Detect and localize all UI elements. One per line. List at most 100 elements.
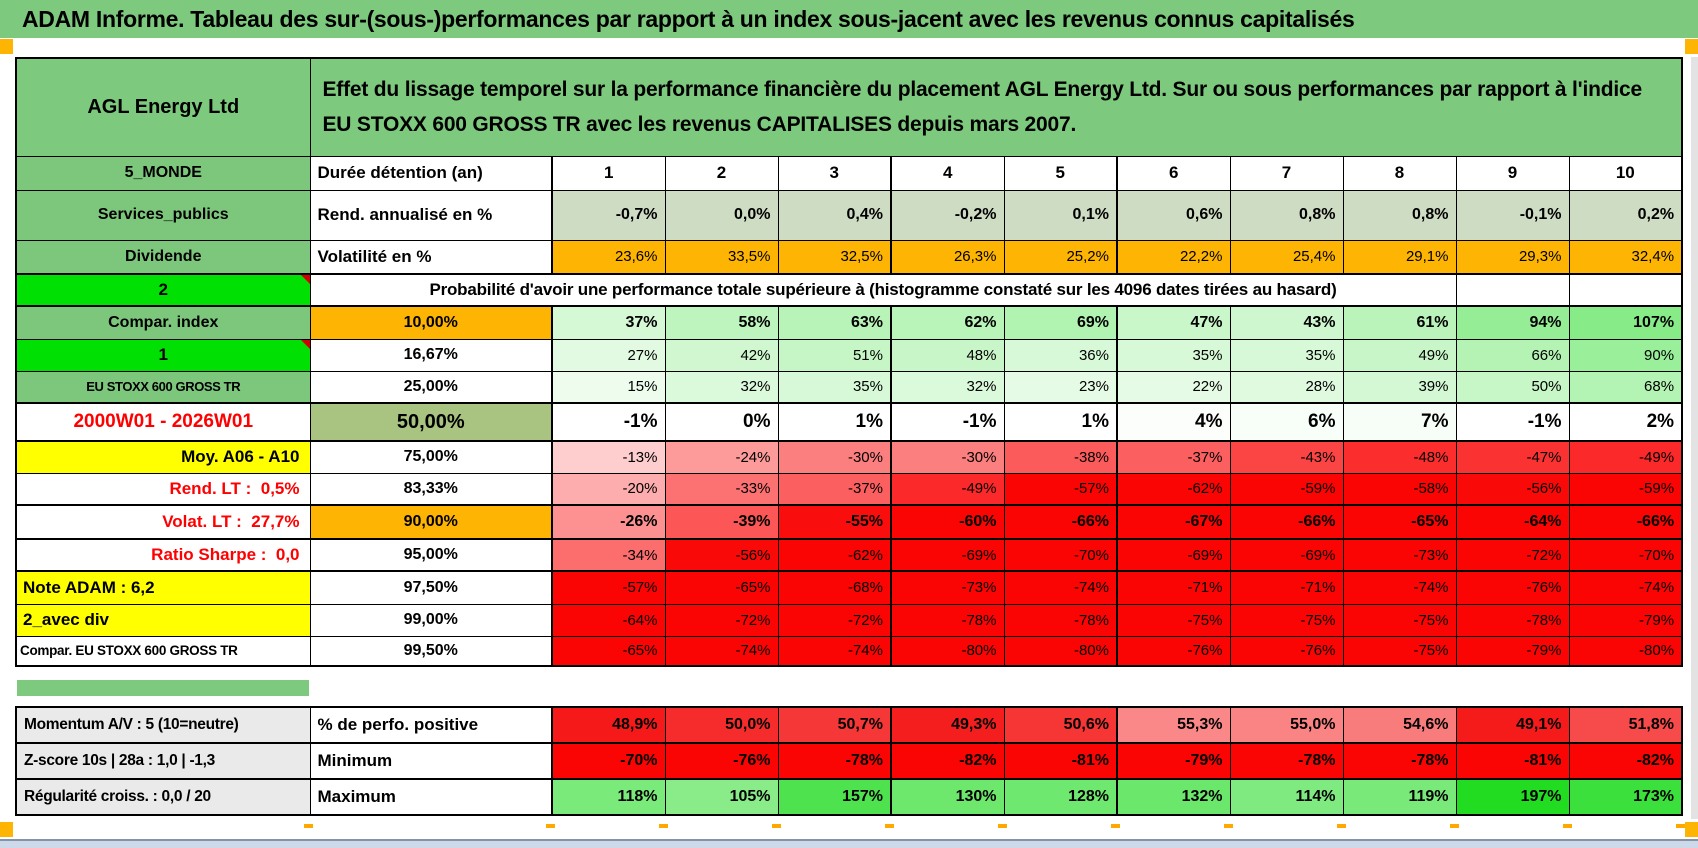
empty-cell[interactable] (1455, 273, 1570, 307)
cell-p995-y6[interactable]: -76% (1116, 635, 1231, 667)
cell-p83-y4[interactable]: -49% (890, 472, 1005, 506)
cell-p16-y2[interactable]: 42% (664, 338, 779, 372)
cell-p975-y5[interactable]: -74% (1003, 570, 1118, 605)
cell-rend-y6[interactable]: 0,6% (1116, 189, 1231, 241)
row-label-p995[interactable]: Compar. EU STOXX 600 GROSS TR (15, 635, 311, 667)
cell-max-y3[interactable]: 157% (777, 778, 892, 816)
row-header-p50[interactable]: 50,00% (309, 402, 553, 442)
cell-p75-y8[interactable]: -48% (1342, 440, 1457, 474)
cell-p25-y5[interactable]: 23% (1003, 370, 1118, 404)
cell-min-y1[interactable]: -70% (551, 742, 666, 780)
cell-p10-y10[interactable]: 107% (1568, 305, 1683, 340)
cell-p25-y10[interactable]: 68% (1568, 370, 1683, 404)
cell-p83-y8[interactable]: -58% (1342, 472, 1457, 506)
cell-min-y7[interactable]: -78% (1229, 742, 1344, 780)
cell-rend-y1[interactable]: -0,7% (551, 189, 666, 241)
cell-volat-y7[interactable]: 25,4% (1229, 239, 1344, 275)
cell-p25-y1[interactable]: 15% (551, 370, 666, 404)
cell-p75-y4[interactable]: -30% (890, 440, 1005, 474)
row-label-pos[interactable]: Momentum A/V : 5 (10=neutre) (15, 706, 311, 744)
cell-p50-y9[interactable]: -1% (1455, 402, 1570, 442)
cell-duree-y2[interactable]: 2 (664, 155, 779, 191)
cell-p95-y1[interactable]: -34% (551, 538, 666, 572)
cell-p95-y4[interactable]: -69% (890, 538, 1005, 572)
cell-p995-y1[interactable]: -65% (551, 635, 666, 667)
cell-p90-y6[interactable]: -67% (1116, 504, 1231, 540)
cell-p99-y5[interactable]: -78% (1003, 603, 1118, 637)
row-label-min[interactable]: Z-score 10s | 28a : 1,0 | -1,3 (15, 742, 311, 780)
cell-p90-y1[interactable]: -26% (551, 504, 666, 540)
cell-p25-y6[interactable]: 22% (1116, 370, 1231, 404)
cell-min-y9[interactable]: -81% (1455, 742, 1570, 780)
cell-rend-y10[interactable]: 0,2% (1568, 189, 1683, 241)
cell-min-y8[interactable]: -78% (1342, 742, 1457, 780)
cell-p995-y5[interactable]: -80% (1003, 635, 1118, 667)
row-label-p975[interactable]: Note ADAM : 6,2 (15, 570, 311, 605)
cell-p25-y3[interactable]: 35% (777, 370, 892, 404)
row-label-p10[interactable]: Compar. index (15, 305, 311, 340)
cell-volat-y1[interactable]: 23,6% (551, 239, 666, 275)
cell-p99-y9[interactable]: -78% (1455, 603, 1570, 637)
cell-pos-y3[interactable]: 50,7% (777, 706, 892, 744)
row-header-p95[interactable]: 95,00% (309, 538, 553, 572)
cell-p95-y5[interactable]: -70% (1003, 538, 1118, 572)
cell-p10-y1[interactable]: 37% (551, 305, 666, 340)
cell-p16-y4[interactable]: 48% (890, 338, 1005, 372)
cell-p50-y8[interactable]: 7% (1342, 402, 1457, 442)
cell-p16-y8[interactable]: 49% (1342, 338, 1457, 372)
cell-volat-y8[interactable]: 29,1% (1342, 239, 1457, 275)
cell-volat-y4[interactable]: 26,3% (890, 239, 1005, 275)
cell-p975-y2[interactable]: -65% (664, 570, 779, 605)
row-header-p995[interactable]: 99,50% (309, 635, 553, 667)
cell-p995-y3[interactable]: -74% (777, 635, 892, 667)
row-label-p25[interactable]: EU STOXX 600 GROSS TR (15, 370, 311, 404)
cell-p995-y4[interactable]: -80% (890, 635, 1005, 667)
cell-p95-y7[interactable]: -69% (1229, 538, 1344, 572)
row-header-duree[interactable]: Durée détention (an) (309, 155, 553, 191)
cell-p10-y3[interactable]: 63% (777, 305, 892, 340)
cell-max-y1[interactable]: 118% (551, 778, 666, 816)
cell-rend-y9[interactable]: -0,1% (1455, 189, 1570, 241)
cell-volat-y9[interactable]: 29,3% (1455, 239, 1570, 275)
cell-p975-y8[interactable]: -74% (1342, 570, 1457, 605)
cell-min-y6[interactable]: -79% (1116, 742, 1231, 780)
cell-p16-y7[interactable]: 35% (1229, 338, 1344, 372)
cell-p995-y8[interactable]: -75% (1342, 635, 1457, 667)
cell-rend-y5[interactable]: 0,1% (1003, 189, 1118, 241)
cell-p16-y10[interactable]: 90% (1568, 338, 1683, 372)
cell-pos-y7[interactable]: 55,0% (1229, 706, 1344, 744)
cell-p99-y3[interactable]: -72% (777, 603, 892, 637)
cell-volat-y10[interactable]: 32,4% (1568, 239, 1683, 275)
cell-p99-y2[interactable]: -72% (664, 603, 779, 637)
cell-p95-y8[interactable]: -73% (1342, 538, 1457, 572)
cell-p975-y1[interactable]: -57% (551, 570, 666, 605)
cell-duree-y5[interactable]: 5 (1003, 155, 1118, 191)
cell-p16-y1[interactable]: 27% (551, 338, 666, 372)
table-description-cell[interactable]: Effet du lissage temporel sur la perform… (309, 57, 1683, 157)
cell-p99-y4[interactable]: -78% (890, 603, 1005, 637)
cell-p25-y7[interactable]: 28% (1229, 370, 1344, 404)
row-header-pos[interactable]: % de perfo. positive (309, 706, 553, 744)
cell-p90-y9[interactable]: -64% (1455, 504, 1570, 540)
row-label-p99[interactable]: 2_avec div (15, 603, 311, 637)
cell-p975-y4[interactable]: -73% (890, 570, 1005, 605)
cell-duree-y3[interactable]: 3 (777, 155, 892, 191)
cell-p10-y4[interactable]: 62% (890, 305, 1005, 340)
row-label-p50[interactable]: 2000W01 - 2026W01 (15, 402, 311, 442)
cell-p10-y6[interactable]: 47% (1116, 305, 1231, 340)
cell-pos-y1[interactable]: 48,9% (551, 706, 666, 744)
cell-max-y5[interactable]: 128% (1003, 778, 1118, 816)
row-label-p83[interactable]: Rend. LT : 0,5% (15, 472, 311, 506)
cell-max-y10[interactable]: 173% (1568, 778, 1683, 816)
cell-pos-y6[interactable]: 55,3% (1116, 706, 1231, 744)
probability-note[interactable]: Probabilité d'avoir une performance tota… (309, 273, 1457, 307)
row-header-p75[interactable]: 75,00% (309, 440, 553, 474)
cell-p83-y6[interactable]: -62% (1116, 472, 1231, 506)
cell-duree-y1[interactable]: 1 (551, 155, 666, 191)
cell-p975-y3[interactable]: -68% (777, 570, 892, 605)
cell-p83-y3[interactable]: -37% (777, 472, 892, 506)
row-header-min[interactable]: Minimum (309, 742, 553, 780)
cell-min-y3[interactable]: -78% (777, 742, 892, 780)
cell-p995-y2[interactable]: -74% (664, 635, 779, 667)
cell-p50-y4[interactable]: -1% (890, 402, 1005, 442)
